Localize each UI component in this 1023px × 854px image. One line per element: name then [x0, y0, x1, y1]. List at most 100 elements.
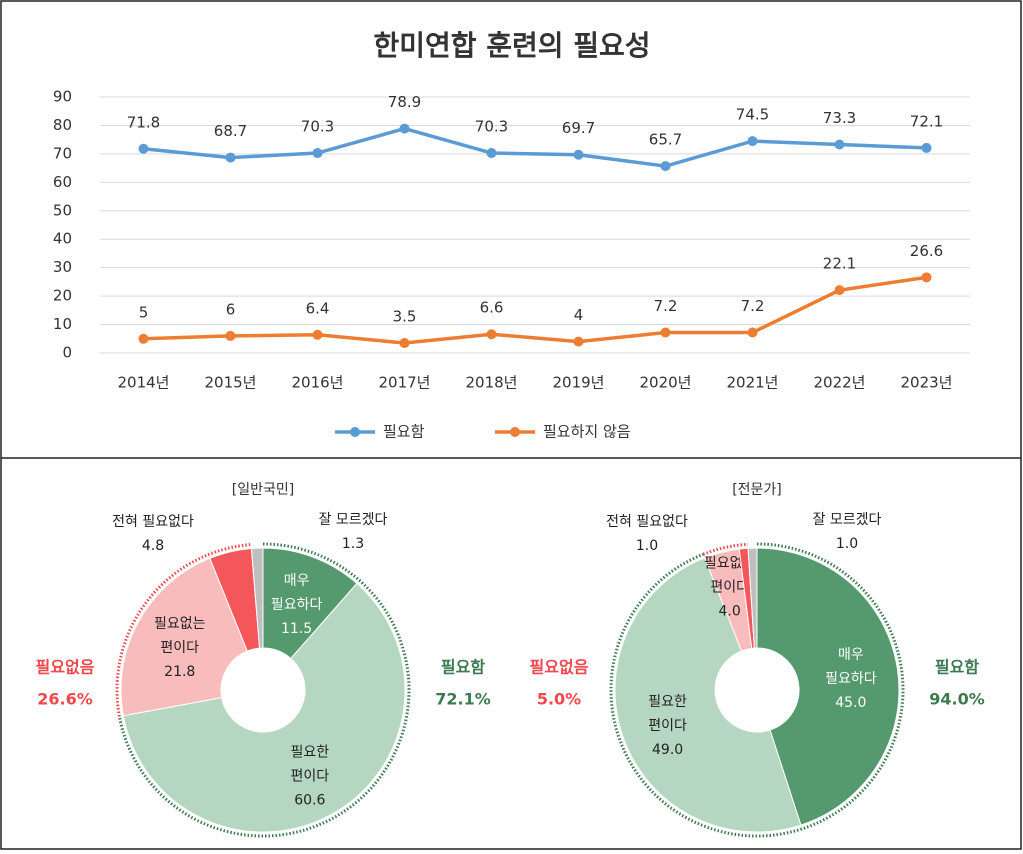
data-label: 70.3 [301, 118, 334, 136]
data-label: 6.4 [306, 299, 330, 317]
point [921, 272, 932, 283]
data-label: 69.7 [562, 119, 595, 137]
slice-label: 잘 모르겠다 [813, 512, 882, 528]
point [834, 139, 845, 150]
y-tick-label: 10 [53, 315, 72, 333]
point [138, 143, 149, 154]
slice-value: 1.3 [342, 536, 364, 552]
slice [614, 557, 802, 833]
point [486, 148, 497, 159]
slice-value: 1.0 [836, 536, 858, 552]
slice-label: 편이다 [290, 769, 329, 785]
x-tick-label: 2018년 [466, 374, 518, 392]
slice-label: 편이다 [710, 579, 749, 595]
group-label: 94.0% [929, 690, 985, 709]
y-tick-label: 80 [53, 116, 72, 134]
slice-value: 11.5 [281, 621, 312, 637]
point [225, 330, 236, 341]
slice-label: 필요없는 [154, 616, 206, 632]
point [486, 329, 497, 340]
slice [747, 547, 758, 649]
x-tick-label: 2020년 [640, 374, 692, 392]
slice-value: 49.0 [652, 742, 683, 758]
point [225, 152, 236, 163]
data-label: 3.5 [393, 308, 417, 326]
legend-marker [510, 427, 520, 437]
group-label: 5.0% [537, 690, 581, 709]
slice [122, 582, 406, 833]
slice-value: 1.0 [636, 538, 658, 554]
slice [250, 547, 264, 649]
data-label: 4 [574, 306, 584, 324]
data-label: 73.3 [823, 109, 856, 127]
data-label: 7.2 [654, 297, 678, 315]
legend-label: 필요하지 않음 [543, 423, 631, 441]
y-tick-label: 30 [53, 258, 72, 276]
data-label: 26.6 [910, 242, 943, 260]
slice-value: 4.8 [142, 538, 164, 554]
point [660, 161, 671, 172]
pie-title: [일반국민] [232, 482, 294, 498]
data-label: 65.7 [649, 131, 682, 149]
point [834, 285, 845, 296]
group-name: 필요없음 [530, 658, 589, 677]
point [312, 148, 323, 159]
x-tick-label: 2016년 [292, 374, 344, 392]
group-label: 72.1% [435, 690, 491, 709]
slice [120, 557, 248, 717]
point [921, 142, 932, 153]
slice-label: 편이다 [160, 640, 199, 656]
data-label: 72.1 [910, 112, 943, 130]
point [660, 327, 671, 338]
point [399, 338, 410, 349]
group-arc [609, 542, 905, 838]
line [143, 275, 927, 345]
group-name: 필요함 [441, 658, 485, 677]
group-label: 26.6% [37, 690, 93, 709]
group-arc [117, 542, 411, 838]
y-tick-label: 0 [62, 344, 72, 362]
y-tick-label: 40 [53, 230, 72, 248]
data-label: 78.9 [388, 93, 421, 111]
data-label: 70.3 [475, 118, 508, 136]
data-label: 68.7 [214, 122, 247, 140]
point [747, 136, 758, 147]
slice [262, 547, 358, 660]
slice-label: 편이다 [648, 718, 687, 734]
slice-value: 45.0 [835, 695, 866, 711]
slice [756, 547, 900, 826]
point [573, 336, 584, 347]
group-name: 필요없음 [36, 658, 95, 677]
slice-label: 전혀 필요없다 [112, 514, 194, 530]
point [747, 327, 758, 338]
line [143, 126, 927, 168]
x-tick-label: 2021년 [727, 374, 779, 392]
point [138, 333, 149, 344]
point [312, 329, 323, 340]
slice-label: 전혀 필요없다 [606, 514, 688, 530]
x-tick-label: 2022년 [814, 374, 866, 392]
slice-label: 필요하다 [825, 671, 877, 687]
x-tick-label: 2015년 [205, 374, 257, 392]
point [573, 149, 584, 160]
slice-label: 필요하다 [271, 597, 323, 613]
data-label: 6 [226, 300, 236, 318]
data-label: 6.6 [480, 299, 504, 317]
data-label: 7.2 [741, 297, 765, 315]
slice-label: 매우 [838, 647, 864, 663]
slice-value: 60.6 [294, 793, 325, 809]
data-label: 22.1 [823, 255, 856, 273]
point [399, 123, 410, 134]
data-label: 74.5 [736, 106, 769, 124]
x-tick-label: 2019년 [553, 374, 605, 392]
data-label: 71.8 [127, 113, 160, 131]
y-tick-label: 20 [53, 287, 72, 305]
y-tick-label: 50 [53, 201, 72, 219]
y-tick-label: 70 [53, 144, 72, 162]
slice-label: 매우 [284, 573, 310, 589]
slice-label: 필요한 [648, 694, 687, 710]
y-tick-label: 90 [53, 88, 72, 106]
x-tick-label: 2017년 [379, 374, 431, 392]
